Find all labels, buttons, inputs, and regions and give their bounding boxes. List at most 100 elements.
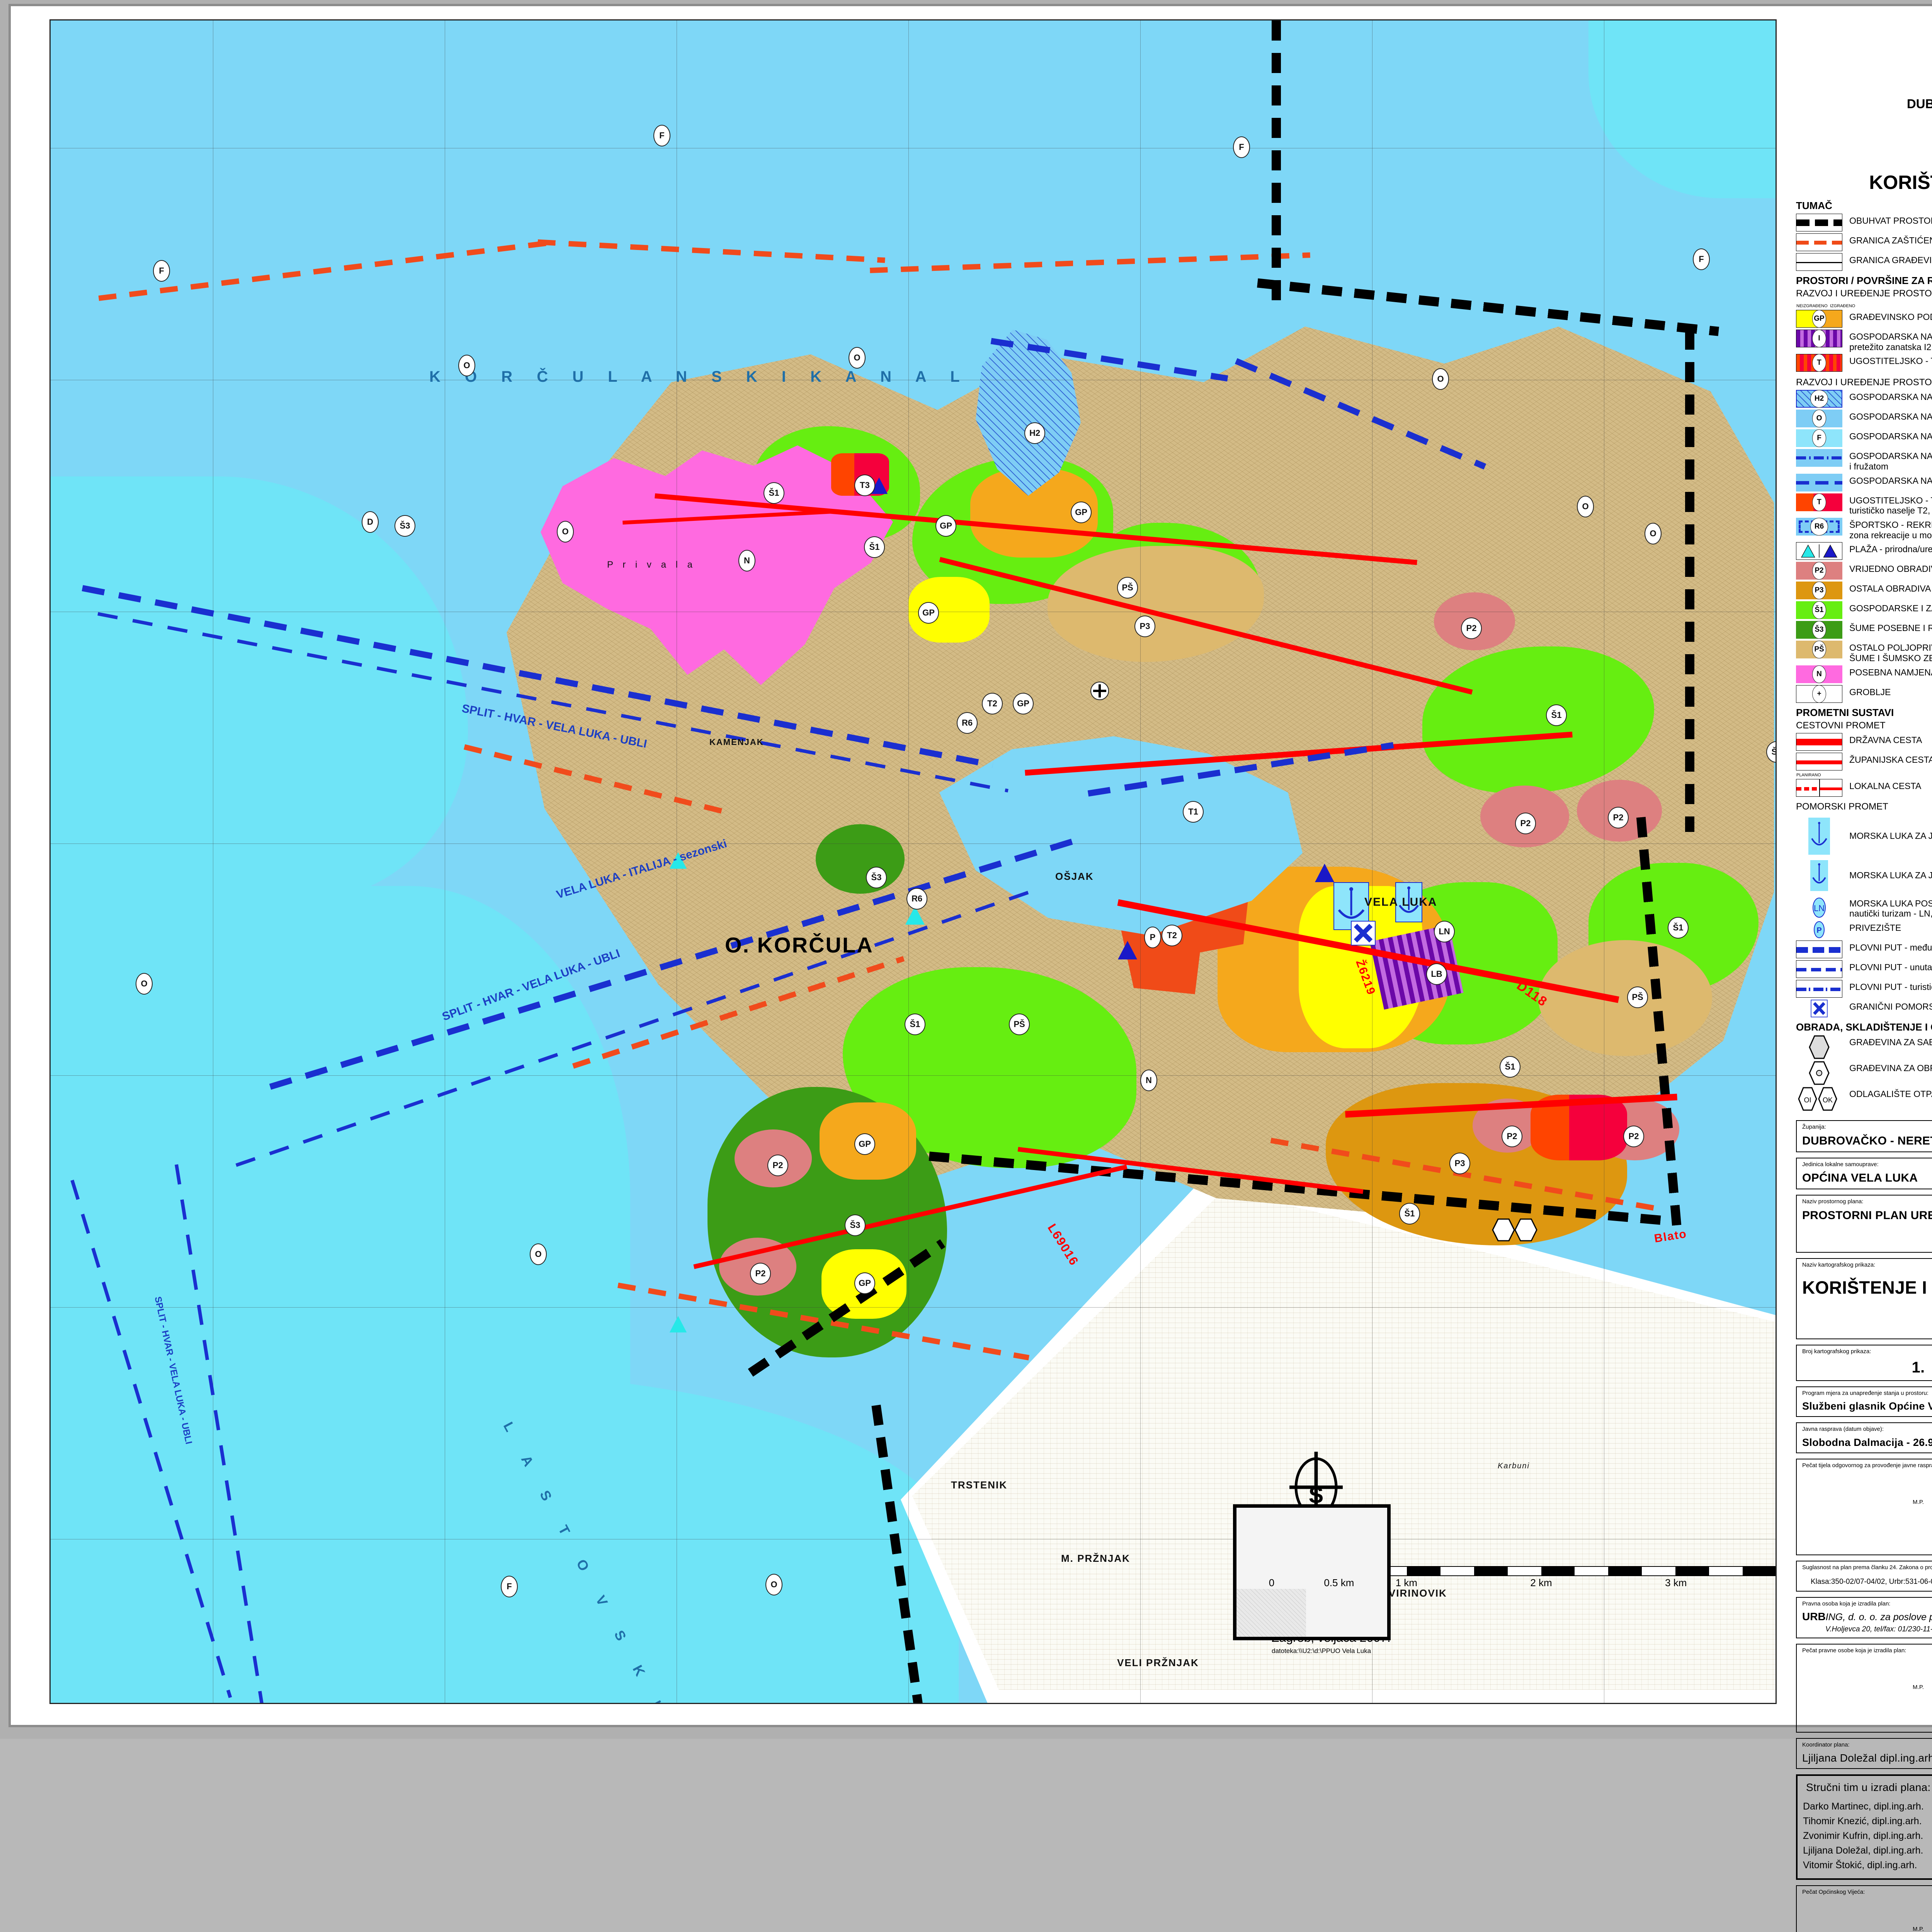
legend-item-label: DRŽAVNA CESTA (1849, 735, 1922, 745)
legend-code-bubble: T (1812, 493, 1826, 511)
beach-natural-icon (669, 1316, 687, 1333)
map-code-bubble: T1 (1183, 801, 1204, 823)
svg-text:OI: OI (1804, 1096, 1811, 1104)
map-code-bubble: Š1 (1500, 1056, 1520, 1078)
map-code-bubble: Š3 (395, 515, 415, 537)
tb-caption: Pečat tijela odgovornog za provođenje ja… (1802, 1462, 1932, 1469)
tb-strucni-tim: Stručni tim u izradi plana: Darko Martin… (1796, 1774, 1932, 1880)
map-place-label: OŠJAK (1055, 871, 1094, 882)
legend-code-bubble: + (1812, 685, 1826, 703)
svg-text:OK: OK (1823, 1096, 1833, 1104)
map-channel-label: K O R Č U L A N S K I K A N A L (429, 368, 970, 385)
svg-text:P: P (1816, 926, 1821, 935)
legend-item-label: OBUHVAT PROSTORNOG PLANA (1849, 216, 1932, 226)
anchor-county-icon (1808, 817, 1830, 855)
map-code-bubble: O (1645, 523, 1662, 544)
border-crossing-x-icon[interactable] (1351, 921, 1376, 946)
legend-code-bubble: GP (1812, 310, 1826, 328)
map-place-label: KAMENJAK (709, 737, 764, 747)
port-anchor-local-icon[interactable] (1395, 882, 1422, 922)
tb-caption: Suglasnost na plan prema članku 24. Zako… (1802, 1564, 1932, 1571)
legend-item-waste-treatment: GRAĐEVINA ZA OBRADU OTPADA - biološka i … (1796, 1061, 1932, 1085)
legend-code-bubble: Š1 (1812, 601, 1826, 619)
tb-value: KORIŠTENJE I NAMJENA POVRŠINA (1802, 1277, 1932, 1298)
map-code-bubble: GP (1013, 693, 1034, 714)
port-ln-lb-icon: LN (1813, 897, 1826, 918)
osjak-island (816, 824, 905, 894)
legend-item-label-2: zona rekreacije u moru - R6 (1849, 530, 1932, 540)
legend-code-bubble: H2 (1810, 390, 1828, 408)
legend-item-label: GOSPODARSKE I ZAŠTITNE ŠUME - Š1 (1849, 603, 1932, 614)
hex-circle-icon (1809, 1061, 1830, 1085)
map-code-bubble: T2 (982, 693, 1003, 714)
map-code-bubble: Š1 (1668, 917, 1689, 939)
legend-item-port-local: MORSKA LUKA ZA JAVNI PROMET - LOKALNI ZN… (1796, 860, 1932, 891)
map-code-bubble: F (153, 260, 170, 282)
map-code-bubble: Š3 (845, 1214, 866, 1236)
header-sheet-number: 1. (1788, 153, 1932, 170)
legend-item-hotel: T UGOSTITELJSKO - TURISTIČKA NAMJENA - h… (1796, 354, 1932, 372)
legend-item-label-2: nautički turizam - LN, brodogradilište -… (1849, 908, 1932, 919)
map-code-bubble: D (362, 511, 379, 533)
map-canvas[interactable]: O. KORČULA K O R Č U L A N S K I K A N A… (49, 19, 1777, 1704)
graticule-line (51, 1075, 1776, 1076)
map-code-bubble: P2 (750, 1263, 771, 1284)
tb-koordinator: Koordinator plana: Ljiljana Doležal dipl… (1796, 1738, 1932, 1769)
legend-item-label: OSTALA OBRADIVA TLA - P3 (1849, 583, 1932, 594)
legend-item-road-state: DRŽAVNA CESTA (1796, 733, 1932, 751)
legend-section-waste: OBRADA, SKLADIŠTENJE I ODLAGANJE OTPADA (1796, 1021, 1932, 1033)
legend-item-port-county: MORSKA LUKA ZA JAVNI PROMET - ŽUPANIJSKI… (1796, 817, 1932, 855)
legend-item-t2-t3: T UGOSTITELJSKO - TURISTIČKA NAMJENA -tu… (1796, 493, 1932, 516)
legend-item-label: UGOSTITELJSKO - TURISTIČKA NAMJENA - hot… (1849, 356, 1932, 366)
legend-item-label: GRAĐEVINA ZA SABIRANJE OPASNOG OTPADA (1849, 1037, 1932, 1048)
legend-item-label: MORSKA LUKA ZA JAVNI PROMET - ŽUPANIJSKI… (1849, 830, 1932, 841)
map-place-label: VELI PRŽNJAK (1117, 1657, 1199, 1668)
legend-item-label: GRANICA GRAĐEVINSKOG PODRUČJA (1849, 255, 1932, 265)
legend-item-label: PLOVNI PUT - međunarodni (1849, 942, 1932, 953)
header-line-2: OPĆINA VELA LUKA (1788, 113, 1932, 128)
legend-item-border-crossing: GRANIČNI POMORSKI PRIJELAZ - međunarodni (1796, 1000, 1932, 1018)
tb-rasprava-uvid: Javna rasprava (datum objave): Slobodna … (1796, 1422, 1932, 1453)
legend-item-h2: H2 GOSPODARSKA NAMJENA - kavezni uzgoj r… (1796, 390, 1932, 408)
map-code-bubble: R6 (906, 888, 927, 910)
legend-item-label: GOSPODARSKA NAMJENA - kavezni uzgoj ribe… (1849, 392, 1932, 402)
map-code-bubble: Š1 (1766, 741, 1776, 763)
legend-item-road-county: ŽUPANIJSKA CESTA (1796, 752, 1932, 770)
legend-item-label: UGOSTITELJSKO - TURISTIČKA NAMJENA - (1849, 495, 1932, 505)
gp-caption-right: IZGRAĐENO (1830, 304, 1855, 308)
legend-item-label: PLOVNI PUT - unutarnji (1849, 962, 1932, 973)
titleblock: Županija: DUBROVAČKO - NERETVANSKA ŽUPAN… (1796, 1120, 1932, 1932)
map-place-label: TRSTENIK (951, 1479, 1007, 1491)
map-code-bubble: F (653, 125, 670, 146)
tb-caption: Pečat pravne osobe koja je izradila plan… (1802, 1647, 1906, 1654)
legend-and-titleblock-column: DUBROVAČKO - NERETVANSKA ŽUPANIJA OPĆINA… (1788, 19, 1932, 1932)
map-place-label: ZVIRINOVIK (1382, 1587, 1447, 1599)
beach-pair-icon (1801, 544, 1838, 558)
legend-code-bubble: T (1812, 354, 1826, 372)
legend-item-privezisite: P PRIVEZIŠTE (1796, 921, 1932, 939)
legend-item-label: MORSKA LUKA POSEBNE NAMJENE - (1849, 898, 1932, 908)
map-code-bubble: N (1140, 1070, 1157, 1091)
legend-item-plovni-unu: PLOVNI PUT - unutarnji (1796, 960, 1932, 978)
team-left-column: Darko Martinec, dipl.ing.arh. Tihomir Kne… (1803, 1798, 1932, 1874)
legend-sub-maritime: POMORSKI PROMET (1796, 801, 1888, 812)
legend-section-development: PROSTORI / POVRŠINE ZA RAZVOJ I UREĐENJE (1796, 275, 1932, 286)
legend-item-coastal-boundary: GRANICA ZAŠTIĆENOG OBALNOG PODRUČJA MORA (1796, 233, 1932, 251)
map-place-label: M. PRŽNJAK (1061, 1553, 1130, 1564)
legend-item-label: PLOVNI PUT - turistička linija (1849, 982, 1932, 992)
legend-item-label: GRANIČNI POMORSKI PRIJELAZ - međunarodni (1849, 1002, 1932, 1012)
map-code-bubble: PŠ (1009, 1014, 1030, 1035)
team-member: Ljiljana Doležal, dipl.ing.arh. (1803, 1845, 1923, 1856)
scale-tick-label: 3 km (1665, 1577, 1687, 1588)
cemetery-icon (1090, 682, 1109, 700)
legend-item-label: GOSPODARSKA NAMJENA - područje ribarenja… (1849, 451, 1932, 461)
legend-item-plaza: PLAŽA - prirodna/uređena (1796, 542, 1932, 560)
scale-bar-block: 00.5 km1 km2 km3 km4 km Grafička obrada:… (1233, 1504, 1776, 1655)
map-code-bubble: Š1 (1546, 704, 1567, 726)
urbing-name-bold: URB (1802, 1610, 1826, 1622)
tb-caption: Pravna osoba koja je izradila plan: (1802, 1600, 1891, 1607)
graticule-line (51, 1307, 1776, 1308)
legend-item-f: F GOSPODARSKA NAMJENA - ribolov kočom - … (1796, 429, 1932, 447)
beach-arranged-icon (1315, 864, 1334, 882)
legend: TUMAČ OBUHVAT PROSTORNOG PLANA GRANICA Z… (1788, 200, 1932, 1111)
